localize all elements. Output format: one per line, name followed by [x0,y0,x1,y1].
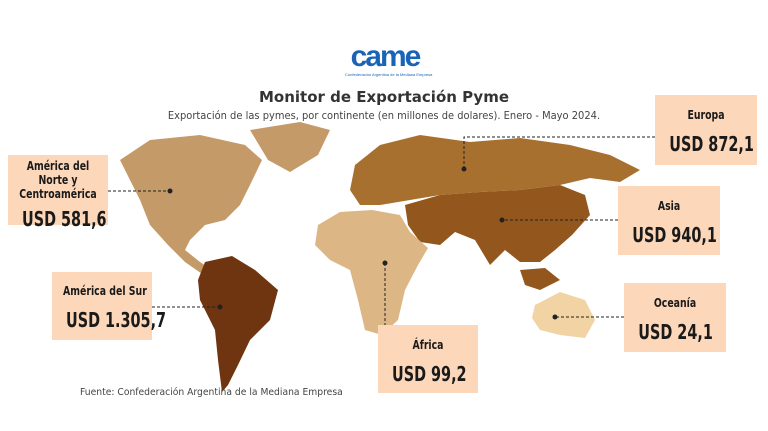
region-value: USD 24,1 [638,320,713,344]
label-oceania: Oceanía USD 24,1 [624,283,726,352]
region-asia [405,185,590,265]
marker-asia [499,217,505,223]
region-name: América del Norte y Centroamérica [19,159,97,201]
came-logo: came Confederación Argentina de la Media… [345,40,433,84]
region-oceania [532,292,595,338]
region-value: USD 1.305,7 [66,308,167,332]
label-south-america: América del Sur USD 1.305,7 [52,272,167,340]
label-europe: Europa USD 872,1 [655,95,757,165]
marker-europe [461,166,467,172]
region-value: USD 940,1 [632,223,717,247]
source-note: Fuente: Confederación Argentina de la Me… [80,387,343,398]
region-name: América del Sur [63,284,147,298]
page-title: Monitor de Exportación Pyme [258,88,510,106]
marker-oceania [552,314,558,320]
region-europe [350,135,640,205]
region-name: Oceanía [653,296,697,310]
logo-mark: came [350,40,422,73]
marker-africa [382,260,388,266]
page-subtitle: Exportación de las pymes, por continente… [167,109,601,122]
logo-tagline: Confederación Argentina de la Mediana Em… [345,72,433,77]
region-name: Europa [687,108,725,122]
region-name: África [412,338,444,352]
region-value: USD 99,2 [392,362,467,386]
label-asia: Asia USD 940,1 [618,186,720,255]
marker-north-america [167,188,173,194]
region-north-america [120,135,262,276]
label-africa: África USD 99,2 [378,325,478,393]
region-africa [315,210,428,335]
region-value: USD 581,6 [22,207,107,231]
region-southeast-asia [520,268,560,290]
marker-south-america [217,304,223,310]
leader-europe [463,136,655,169]
label-north-america: América del Norte y Centroamérica USD 58… [8,155,108,231]
region-value: USD 872,1 [669,132,754,156]
region-greenland [250,122,330,172]
region-south-america [198,256,278,392]
region-name: Asia [657,199,681,213]
